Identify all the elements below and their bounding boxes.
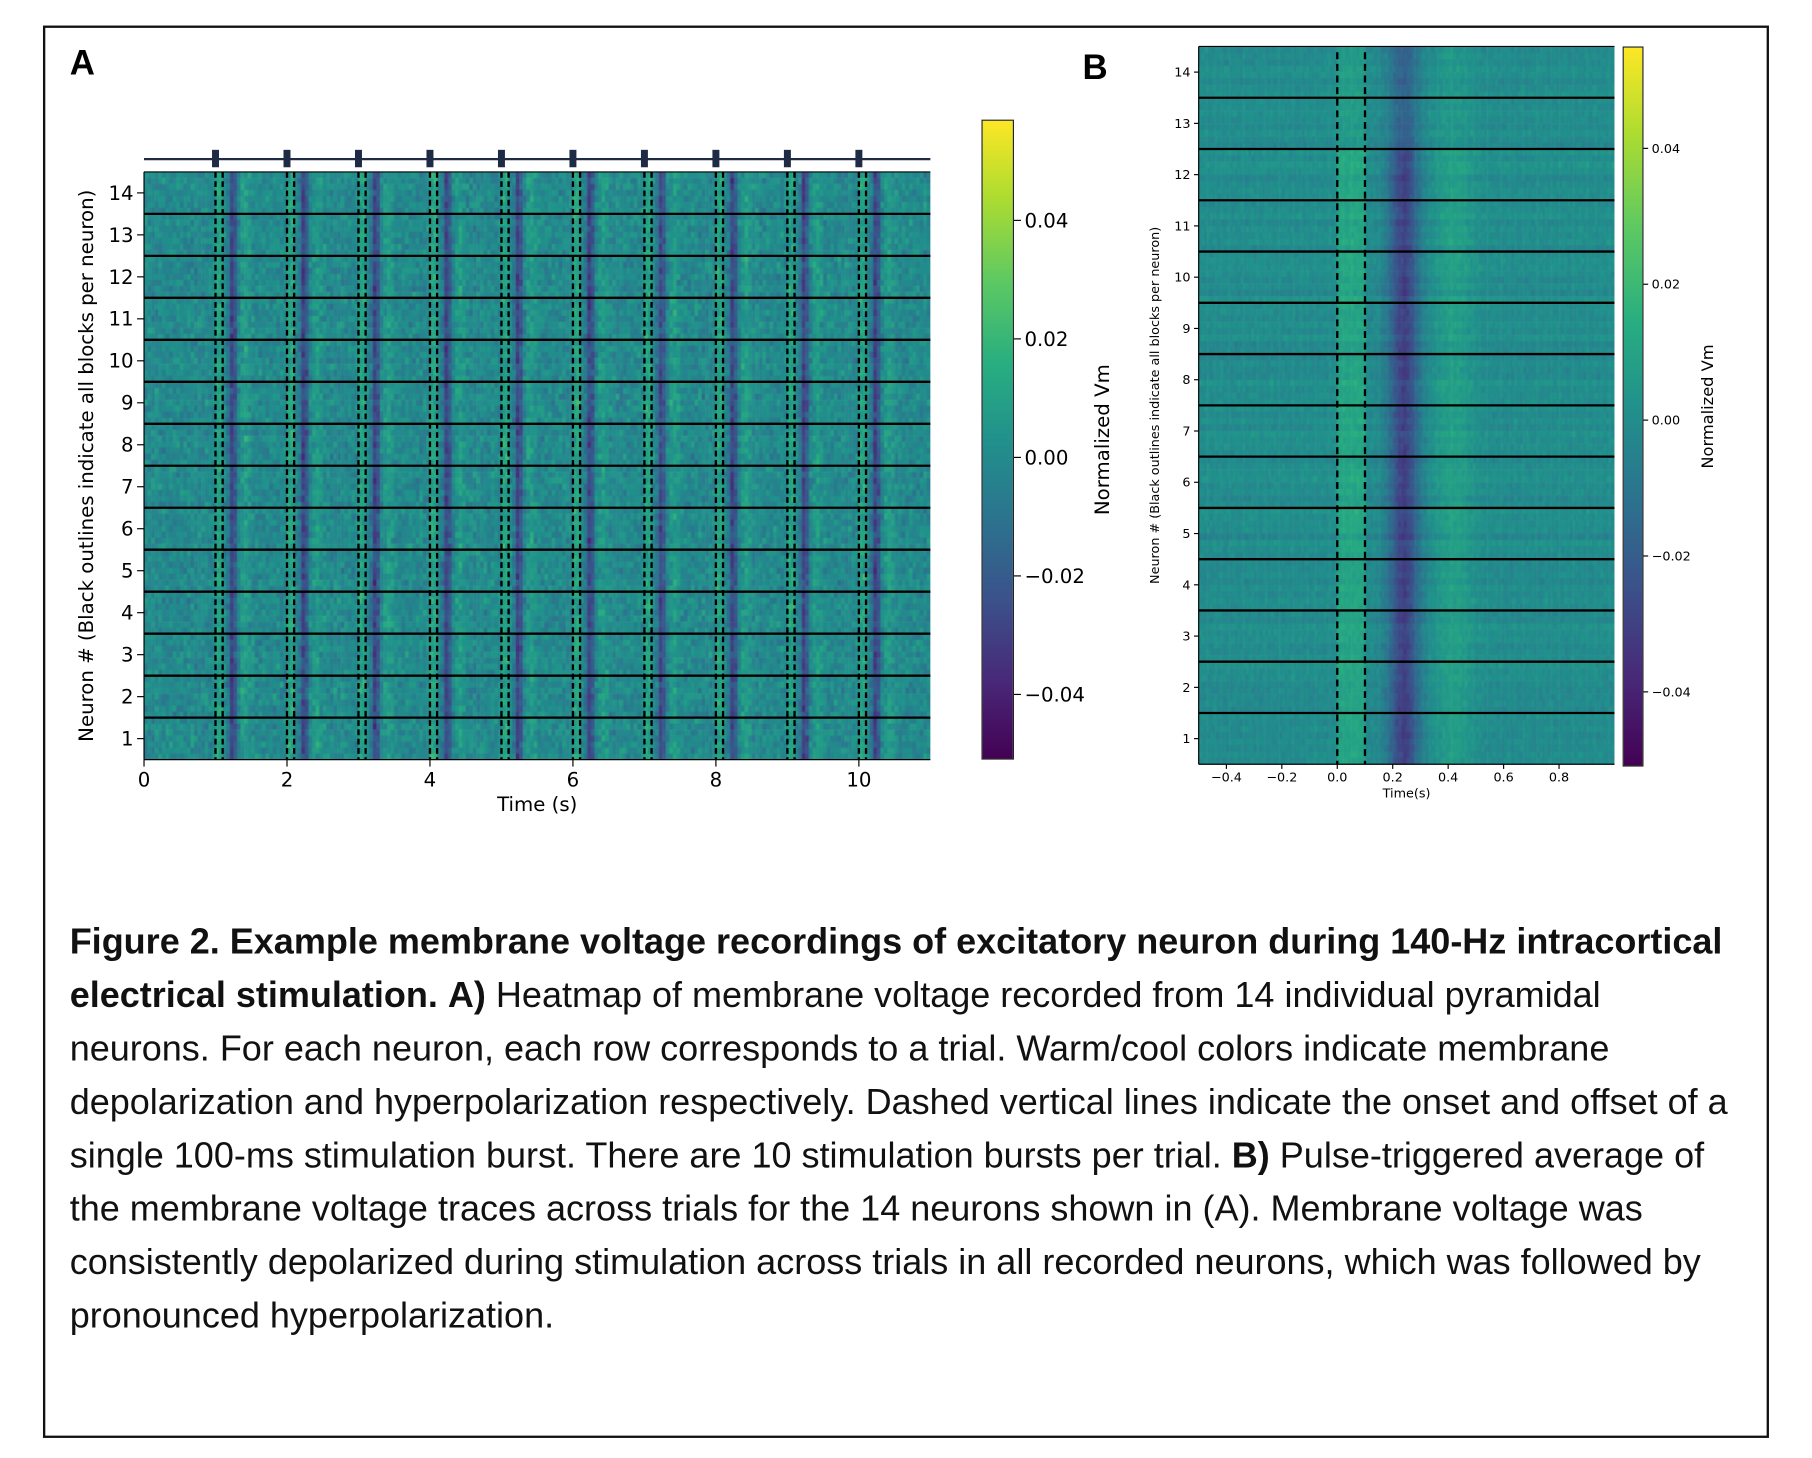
panel-b-x-tick-label: 0.4 [1438,771,1458,786]
panel-a-x-tick-label: 6 [567,768,580,791]
caption-b-marker: B) [1231,1134,1270,1176]
panel-a-colorbar-tick-label: −0.02 [1024,565,1084,588]
panel-a-stimulus-marker [569,149,577,168]
panel-b-x-tick-label: 0.0 [1327,771,1347,786]
panel-b-y-tick-label: 8 [1182,373,1190,388]
figure-frame [42,25,1769,1438]
panel-a-colorbar-tick-label: 0.04 [1024,209,1068,232]
panel-a-x-axis-label: Time (s) [496,793,577,816]
panel-a-y-tick-label: 12 [108,266,133,289]
panel-a-x-tick-label: 0 [138,768,151,791]
panel-b-x-tick-label: 0.6 [1493,771,1513,786]
panel-a-x-tick-label: 4 [424,768,437,791]
panel-b-y-tick-label: 5 [1182,527,1190,542]
panel-a-y-tick-label: 6 [121,518,134,541]
panel-b-y-tick-label: 11 [1174,219,1190,234]
panel-a-y-tick-label: 11 [108,308,133,331]
panel-b-y-tick-label: 4 [1182,578,1190,593]
panel-b-y-tick-label: 1 [1182,732,1190,747]
panel-a-y-tick-label: 13 [108,224,133,247]
figure-caption: Figure 2. Example membrane voltage recor… [70,915,1748,1342]
panel-b-colorbar-tick-label: 0.04 [1652,142,1680,157]
panel-a-y-tick-label: 7 [121,476,134,499]
panel-b-label: B [1082,48,1108,88]
panel-a-y-tick-label: 5 [121,560,134,583]
panel-a-x-tick-label: 8 [710,768,723,791]
panel-b-x-tick-label: 0.8 [1549,771,1569,786]
panel-a-stimulus-marker [426,149,434,168]
panel-b-x-tick-label: 0.2 [1383,771,1403,786]
panel-a-y-tick-label: 4 [121,602,134,625]
panel-a-y-tick-label: 1 [121,728,134,751]
panel-b-x-tick-label: −0.4 [1211,771,1242,786]
panel-b-colorbar-tick-label: 0.00 [1652,414,1680,429]
caption-title: Figure 2. Example membrane voltage recor… [69,921,1723,1016]
panel-b-x-axis-label: Time(s) [1382,787,1431,802]
panel-b-y-tick-label: 9 [1182,322,1190,337]
panel-b-y-tick-label: 6 [1182,476,1190,491]
panel-a-colorbar-label: Normalized Vm [1091,364,1114,515]
panel-a-y-tick-label: 8 [121,434,134,457]
panel-a-y-tick-label: 3 [121,644,134,667]
caption-b-text: Pulse-triggered average of the membrane … [69,1134,1705,1336]
panel-b-colorbar-tick-label: −0.02 [1652,549,1691,564]
panel-b-y-tick-label: 7 [1182,424,1190,439]
panel-b-colorbar-label: Normalized Vm [1698,344,1717,468]
panel-a-y-tick-label: 9 [121,392,134,415]
caption-a-text: Heatmap of membrane voltage recorded fro… [69,974,1728,1176]
panel-a-y-tick-label: 14 [108,182,133,205]
panel-a-y-axis-label: Neuron # (Black outlines indicate all bl… [75,190,98,742]
panel-a-colorbar-tick-label: −0.04 [1024,683,1084,706]
panel-a-stimulus-marker [497,149,505,168]
panel-b-y-tick-label: 10 [1174,271,1190,286]
panel-a-stimulus-marker [212,149,219,168]
panel-a-y-tick-label: 10 [108,350,133,373]
panel-b-y-tick-label: 2 [1182,681,1190,696]
panel-b-y-axis-label: Neuron # (Black outlines indicate all bl… [1148,227,1163,584]
panel-a-stimulus-marker [354,149,362,168]
panel-b-colorbar-tick-label: −0.04 [1652,685,1691,700]
panel-a-colorbar-tick-label: 0.02 [1024,328,1068,351]
panel-a-colorbar [981,119,1014,760]
panel-b-x-tick-label: −0.2 [1266,771,1297,786]
panel-b-y-tick-label: 13 [1174,117,1190,132]
panel-a-stimulus-marker [640,149,648,168]
panel-a-stimulus-marker [283,149,291,168]
panel-a-x-tick-label: 2 [281,768,294,791]
panel-b-colorbar [1622,46,1644,767]
panel-a-y-tick-label: 2 [121,686,134,709]
panel-a-colorbar-tick-label: 0.00 [1024,446,1068,469]
panel-a-x-tick-label: 10 [846,768,871,791]
panel-a-stimulus-marker [712,149,720,168]
panel-a-stimulus-marker [855,149,863,168]
panel-b-y-tick-label: 12 [1174,168,1190,183]
panel-a-stimulus-marker [783,149,791,168]
panel-a-label: A [69,44,95,83]
panel-b-y-tick-label: 14 [1174,66,1190,81]
caption-a-marker: A) [447,974,486,1016]
panel-b-y-tick-label: 3 [1182,630,1190,645]
panel-b-colorbar-tick-label: 0.02 [1652,278,1680,293]
